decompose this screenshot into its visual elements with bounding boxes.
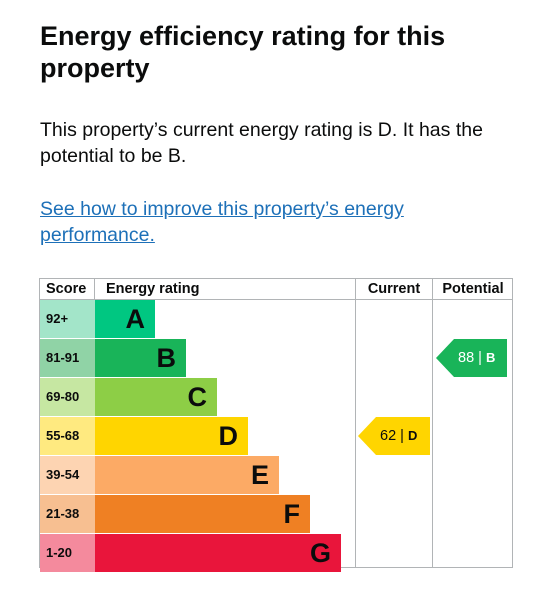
band-bar-d: D (95, 417, 248, 455)
energy-rating-chart: Score Energy rating Current Potential 92… (39, 278, 513, 572)
score-column-header: Score (46, 281, 87, 297)
potential-rating-band: B (485, 350, 496, 365)
score-divider (94, 279, 95, 299)
band-bar-f: F (95, 495, 310, 533)
band-score-f: 21-38 (40, 495, 95, 533)
page-title: Energy efficiency rating for this proper… (40, 21, 446, 83)
band-score-a: 92+ (40, 300, 95, 338)
potential-rating-arrow: 88 | B (436, 339, 507, 377)
potential-divider (432, 279, 433, 567)
band-bar-a: A (95, 300, 155, 338)
band-bar-e: E (95, 456, 279, 494)
band-bar-c: C (95, 378, 217, 416)
band-bar-g: G (95, 534, 341, 572)
improve-performance-link[interactable]: See how to improve this property’s energ… (40, 198, 404, 246)
band-score-g: 1-20 (40, 534, 95, 572)
rating-summary: This property’s current energy rating is… (40, 119, 483, 167)
current-divider (355, 279, 356, 567)
band-score-b: 81-91 (40, 339, 95, 377)
current-column-header: Current (367, 281, 421, 297)
potential-rating-separator: | (478, 350, 482, 366)
band-score-d: 55-68 (40, 417, 95, 455)
current-rating-value: 62 (380, 428, 397, 444)
band-bar-b: B (95, 339, 186, 377)
current-rating-arrow: 62 | D (358, 417, 430, 455)
header-divider (40, 299, 512, 300)
potential-rating-value: 88 (458, 350, 475, 366)
rating-column-header: Energy rating (106, 281, 200, 297)
current-rating-band: D (407, 428, 418, 443)
current-rating-separator: | (400, 428, 404, 444)
band-score-e: 39-54 (40, 456, 95, 494)
band-score-c: 69-80 (40, 378, 95, 416)
potential-column-header: Potential (442, 281, 504, 297)
